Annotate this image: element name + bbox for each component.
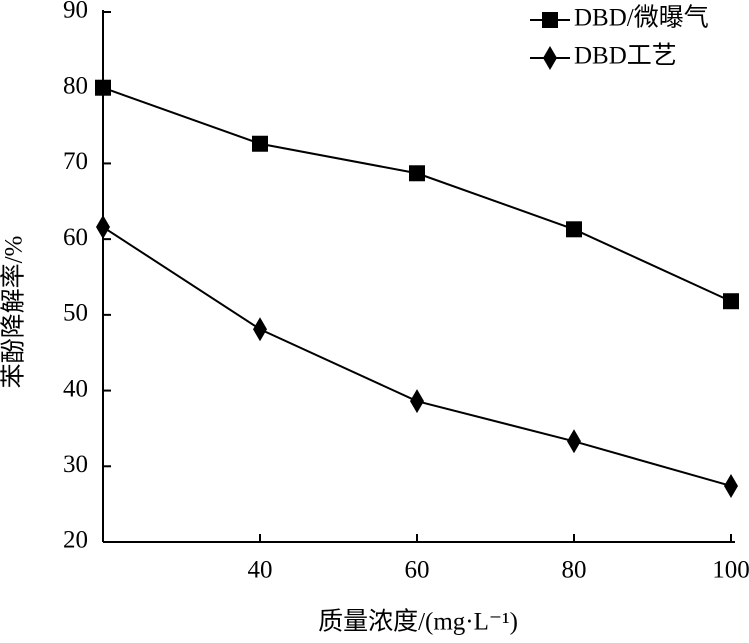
marker-diamond — [724, 473, 738, 498]
y-tick-label: 20 — [63, 527, 88, 554]
marker-diamond — [410, 389, 424, 414]
y-tick-label: 90 — [63, 0, 88, 24]
y-tick-label: 50 — [63, 300, 88, 327]
x-tick-label: 40 — [248, 557, 273, 584]
x-tick-label: 100 — [712, 557, 749, 584]
y-tick-label: 30 — [63, 451, 88, 478]
marker-diamond — [96, 215, 110, 240]
marker-square — [409, 165, 425, 182]
y-tick-label: 80 — [63, 72, 88, 99]
x-tick-label: 60 — [405, 557, 430, 584]
legend-label: DBD工艺 — [574, 42, 677, 70]
legend-label: DBD/微曝气 — [574, 4, 709, 32]
y-tick-label: 60 — [63, 224, 88, 251]
series-line — [102, 226, 732, 487]
y-tick-label: 40 — [63, 375, 88, 402]
marker-square — [566, 221, 582, 238]
marker-square — [723, 293, 739, 310]
x-tick-label: 80 — [562, 557, 587, 584]
marker-square — [252, 135, 268, 152]
legend-marker — [542, 12, 558, 28]
y-axis-label: 苯酚降解率/% — [0, 236, 28, 389]
marker-diamond — [567, 429, 581, 454]
x-axis-label: 质量浓度/(mg·L⁻¹) — [318, 608, 518, 636]
marker-diamond — [253, 317, 267, 342]
y-tick-label: 70 — [63, 148, 88, 175]
series-line — [102, 86, 732, 303]
marker-square — [95, 79, 111, 96]
legend-marker — [543, 46, 557, 70]
